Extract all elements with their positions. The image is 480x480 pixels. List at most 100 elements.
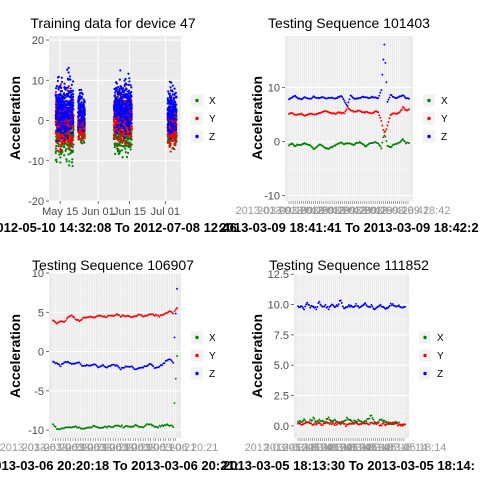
data-point xyxy=(379,116,382,119)
data-point xyxy=(94,363,97,366)
data-point xyxy=(52,423,54,426)
data-point xyxy=(70,112,73,115)
data-point xyxy=(384,130,387,133)
data-point xyxy=(123,366,126,369)
data-point xyxy=(397,421,400,424)
data-point xyxy=(58,122,61,125)
data-point xyxy=(114,126,117,129)
data-point xyxy=(171,99,174,102)
data-point xyxy=(122,139,125,142)
data-point xyxy=(324,303,327,306)
data-point xyxy=(167,114,170,117)
data-point xyxy=(380,119,383,122)
data-point xyxy=(169,89,173,92)
y-tick-label: 10 xyxy=(32,75,44,87)
data-point xyxy=(157,426,160,429)
y-tick-label: 12.5 xyxy=(268,269,289,281)
data-point xyxy=(171,122,175,125)
data-point xyxy=(78,91,82,95)
legend-marker xyxy=(427,134,431,139)
data-point xyxy=(67,71,70,74)
data-point xyxy=(103,315,106,318)
data-point xyxy=(403,140,406,143)
data-point xyxy=(65,147,68,151)
data-point xyxy=(118,78,121,81)
data-point xyxy=(124,95,128,98)
data-point xyxy=(55,144,58,148)
data-point xyxy=(113,123,116,126)
data-point xyxy=(381,124,384,127)
data-point xyxy=(167,108,170,111)
y-axis-ticks: -20 -10 0 10 20 xyxy=(28,35,49,208)
data-point xyxy=(123,79,126,82)
data-point xyxy=(78,103,82,106)
data-point xyxy=(117,128,120,131)
data-point xyxy=(113,363,116,366)
data-point xyxy=(173,310,176,313)
x-tick-label: 2013-03-09 18:42 xyxy=(300,205,387,217)
data-point xyxy=(118,87,122,90)
data-point xyxy=(129,115,133,118)
data-point xyxy=(311,419,314,422)
data-point xyxy=(172,426,175,428)
data-point xyxy=(113,120,116,123)
data-point xyxy=(132,366,135,369)
data-point xyxy=(308,304,311,307)
data-point xyxy=(65,106,68,109)
data-point xyxy=(130,128,133,131)
data-point xyxy=(80,130,83,134)
data-point xyxy=(171,136,174,139)
data-point xyxy=(117,119,120,123)
data-point xyxy=(71,158,74,161)
data-point xyxy=(370,303,373,306)
data-point xyxy=(130,109,133,113)
y-tick-label: -5 xyxy=(34,386,44,398)
data-point xyxy=(57,88,60,91)
data-point xyxy=(360,420,363,423)
data-point xyxy=(124,151,127,154)
data-point xyxy=(303,418,306,420)
data-point xyxy=(74,425,77,428)
data-point xyxy=(408,108,410,111)
data-point xyxy=(387,121,390,123)
data-point xyxy=(56,128,59,131)
data-point xyxy=(59,101,62,104)
data-point xyxy=(128,143,132,146)
data-point xyxy=(169,120,172,123)
data-point xyxy=(64,100,67,103)
data-points xyxy=(297,299,406,428)
data-point xyxy=(56,139,59,143)
data-point xyxy=(173,144,176,147)
data-point xyxy=(77,117,80,120)
data-point xyxy=(115,110,118,114)
data-point xyxy=(164,424,167,427)
data-point xyxy=(123,426,126,429)
data-point xyxy=(372,418,375,421)
y-tick-label: 5 xyxy=(38,307,44,319)
data-point xyxy=(151,364,153,366)
data-point xyxy=(58,150,61,153)
data-point xyxy=(79,97,83,100)
data-point xyxy=(129,100,132,104)
data-point xyxy=(128,80,131,83)
data-point xyxy=(174,121,177,124)
data-point xyxy=(60,90,63,93)
data-point xyxy=(347,101,350,104)
data-point xyxy=(114,104,117,107)
gridlines xyxy=(294,273,409,438)
data-point xyxy=(174,101,177,104)
data-point xyxy=(169,142,172,145)
data-point xyxy=(301,421,304,423)
data-point xyxy=(172,112,175,115)
data-point xyxy=(126,104,129,107)
data-point xyxy=(334,422,337,425)
legend-marker xyxy=(427,98,431,103)
data-point xyxy=(174,312,177,315)
data-point xyxy=(385,140,388,143)
data-point xyxy=(83,106,86,109)
data-point xyxy=(119,92,123,95)
data-point xyxy=(117,110,120,113)
data-point xyxy=(71,164,74,168)
data-point xyxy=(133,424,136,427)
data-point xyxy=(399,109,402,112)
